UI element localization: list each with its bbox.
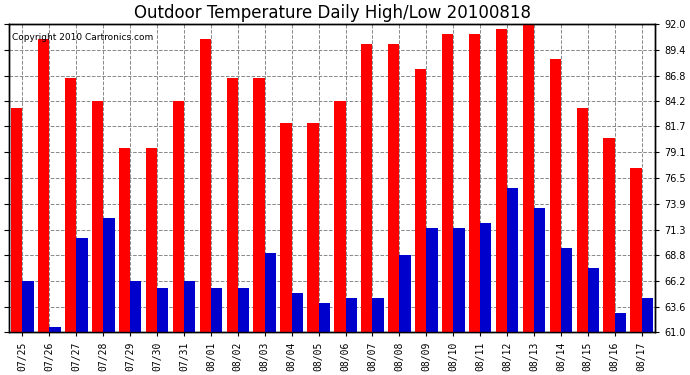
Bar — [292, 292, 303, 332]
Title: Outdoor Temperature Daily High/Low 20100818: Outdoor Temperature Daily High/Low 20100… — [134, 4, 531, 22]
Bar — [280, 123, 292, 332]
Bar — [211, 288, 222, 332]
Bar — [415, 69, 426, 332]
Bar — [157, 288, 168, 332]
Bar — [346, 298, 357, 332]
Bar — [23, 280, 34, 332]
Bar — [104, 218, 115, 332]
Bar — [442, 34, 453, 332]
Text: Copyright 2010 Cartronics.com: Copyright 2010 Cartronics.com — [12, 33, 153, 42]
Bar — [172, 101, 184, 332]
Bar — [199, 39, 211, 332]
Bar — [119, 148, 130, 332]
Bar — [534, 208, 545, 332]
Bar — [130, 280, 141, 332]
Bar — [615, 312, 626, 332]
Bar — [523, 24, 534, 332]
Bar — [50, 327, 61, 332]
Bar — [92, 101, 104, 332]
Bar — [642, 298, 653, 332]
Bar — [65, 78, 77, 332]
Bar — [238, 288, 249, 332]
Bar — [496, 29, 507, 332]
Bar — [38, 39, 50, 332]
Bar — [604, 138, 615, 332]
Bar — [453, 228, 464, 332]
Bar — [307, 123, 319, 332]
Bar — [226, 78, 238, 332]
Bar — [577, 108, 588, 332]
Bar — [469, 34, 480, 332]
Bar — [388, 44, 400, 332]
Bar — [265, 253, 276, 332]
Bar — [184, 280, 195, 332]
Bar — [631, 168, 642, 332]
Bar — [334, 101, 346, 332]
Bar — [550, 58, 561, 332]
Bar — [426, 228, 437, 332]
Bar — [588, 268, 599, 332]
Bar — [400, 255, 411, 332]
Bar — [561, 248, 572, 332]
Bar — [480, 223, 491, 332]
Bar — [319, 303, 330, 332]
Bar — [77, 238, 88, 332]
Bar — [253, 78, 265, 332]
Bar — [373, 298, 384, 332]
Bar — [507, 188, 518, 332]
Bar — [11, 108, 23, 332]
Bar — [146, 148, 157, 332]
Bar — [361, 44, 373, 332]
